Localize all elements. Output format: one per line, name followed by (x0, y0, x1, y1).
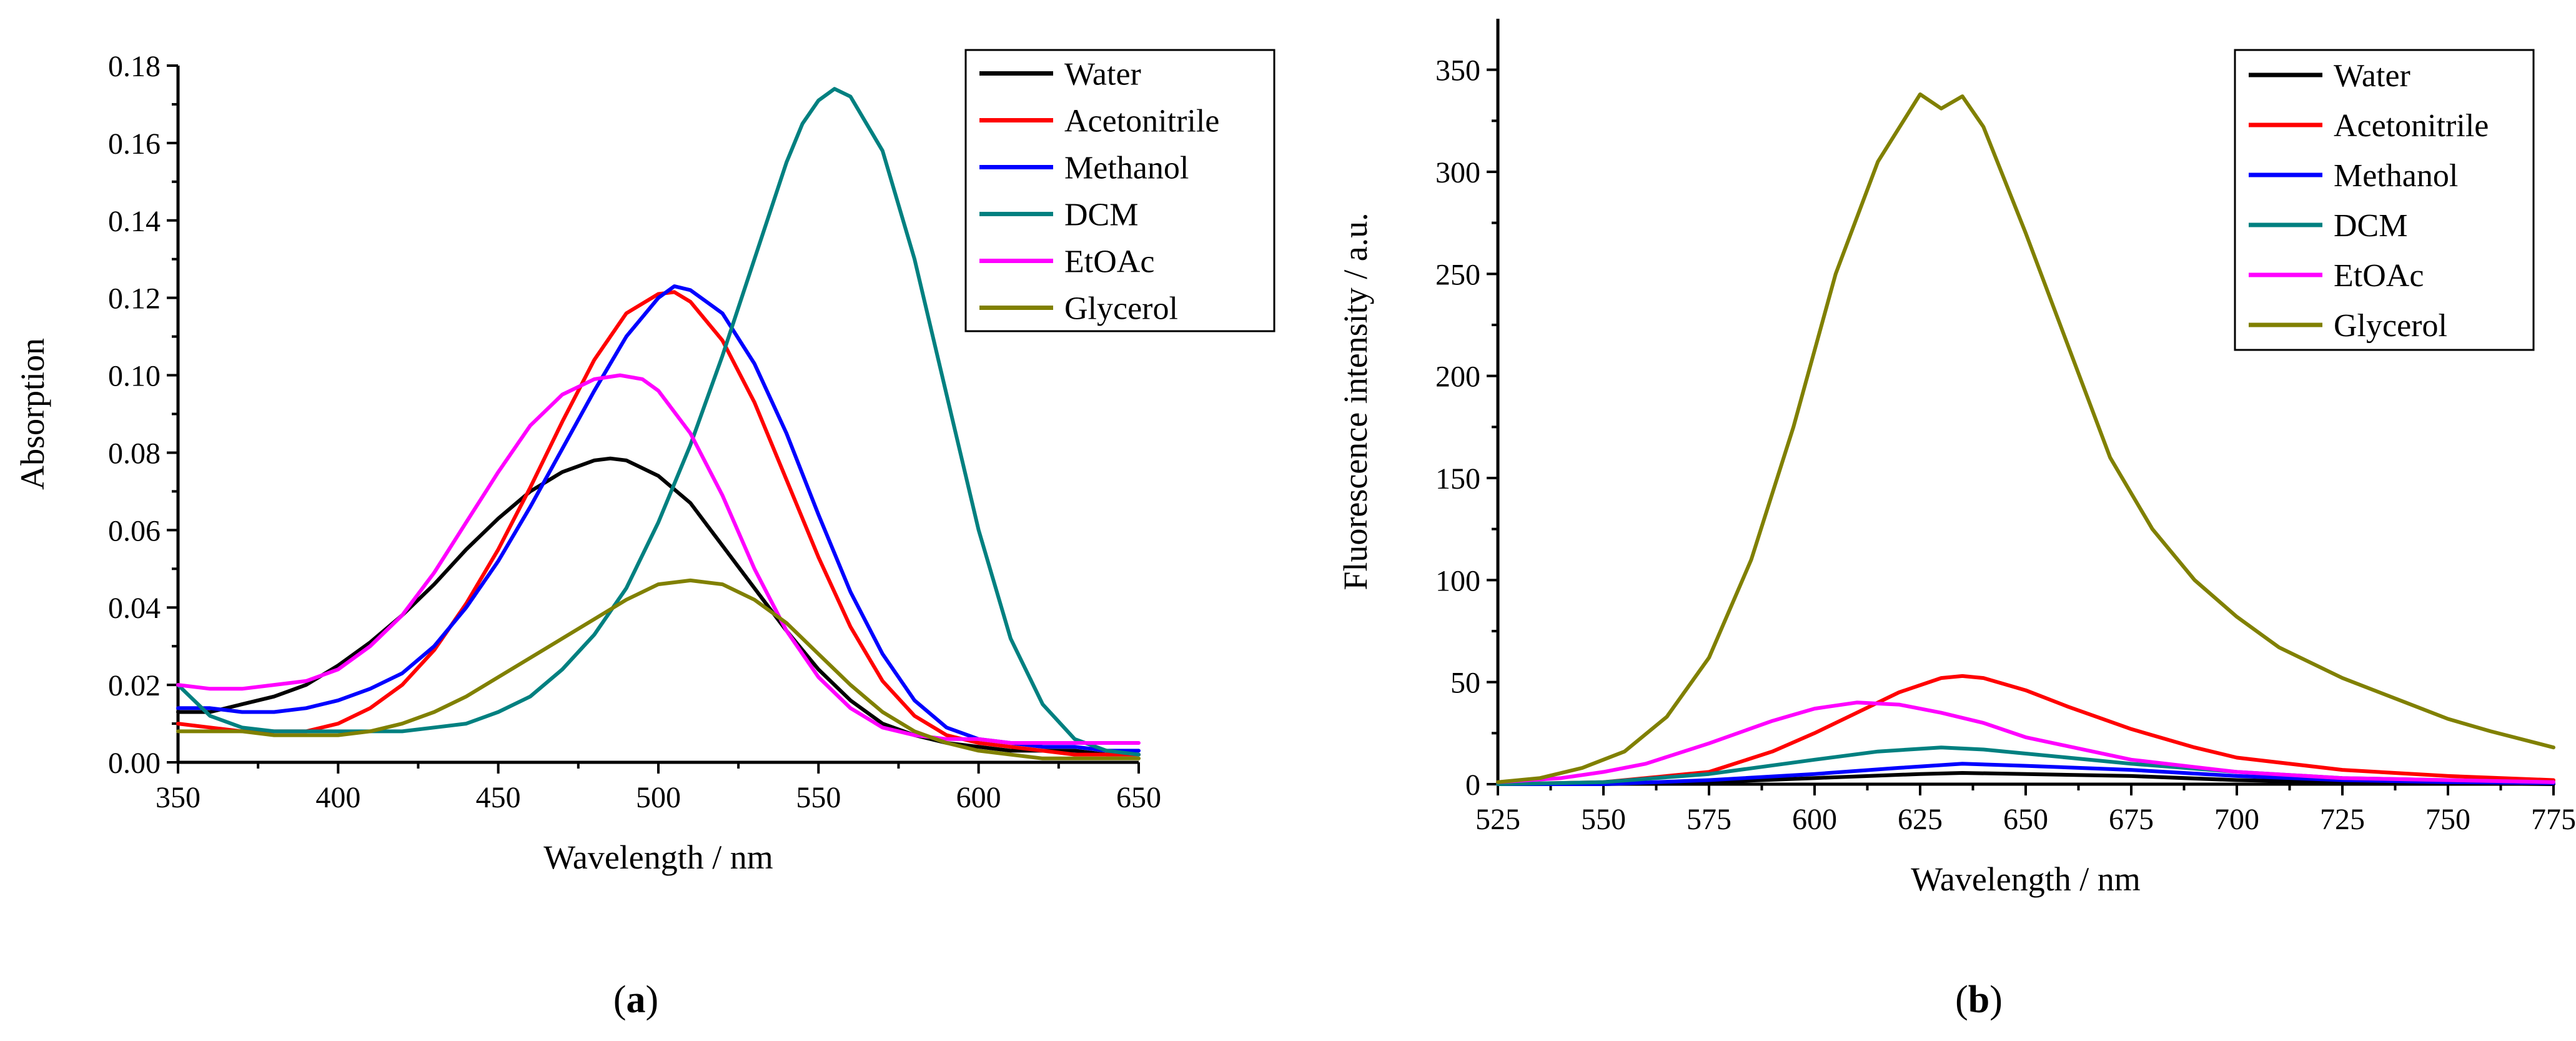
series-line-glycerol (176, 578, 1141, 760)
y-tick-label: 0.00 (108, 747, 161, 780)
y-tick-label: 0 (1465, 769, 1480, 802)
chart-panel-a: 350 400 450 500 550 600 650 0.00 0.02 0.04 0.06 0.0… (14, 49, 1276, 876)
legend-box (2234, 49, 2535, 351)
y-tick-label: 0.18 (108, 50, 161, 83)
legend-label-methanol: Methanol (2334, 158, 2458, 194)
x-tick-label: 600 (1792, 803, 1837, 836)
x-axis-title: Wavelength / nm (543, 839, 773, 876)
x-tick-label: 700 (2214, 803, 2259, 836)
x-tick-label: 675 (2109, 803, 2154, 836)
x-tick-label: 550 (1581, 803, 1626, 836)
x-tick-label: 725 (2320, 803, 2365, 836)
legend-label-dcm: DCM (2334, 208, 2407, 244)
panel-label-a: (a) (613, 979, 658, 1021)
y-tick-label: 50 (1450, 667, 1480, 700)
series-line-dcm (176, 87, 1141, 757)
x-tick-label: 625 (1898, 803, 1943, 836)
y-tick-label: 350 (1435, 54, 1480, 87)
x-tick-label: 400 (315, 781, 360, 814)
y-tick-label: 300 (1435, 156, 1480, 189)
y-axis-title: Absorption (14, 338, 51, 490)
x-tick-label: 775 (2531, 803, 2576, 836)
series-line-methanol (1496, 762, 2555, 786)
legend-label-etoac: EtOAc (2334, 258, 2424, 294)
y-tick-label: 0.12 (108, 282, 161, 316)
legend-label-acetonitrile: Acetonitrile (1064, 104, 1219, 139)
y-tick-label: 150 (1435, 462, 1480, 496)
series-line-acetonitrile (1496, 674, 2555, 786)
legend-label-etoac: EtOAc (1064, 244, 1154, 280)
x-tick-label: 575 (1687, 803, 1731, 836)
x-tick-label: 650 (2003, 803, 2048, 836)
x-tick-label: 500 (636, 781, 681, 814)
x-axis-title: Wavelength / nm (1911, 860, 2141, 898)
y-tick-label: 0.08 (108, 437, 161, 470)
y-tick-label: 0.10 (108, 360, 161, 393)
series-line-water (176, 456, 1141, 757)
y-tick-label: 0.16 (108, 127, 161, 161)
y-tick-label: 200 (1435, 361, 1480, 394)
series-line-etoac (1496, 700, 2555, 784)
legend-label-water: Water (1064, 57, 1141, 92)
x-tick-label: 350 (156, 781, 201, 814)
x-tick-label: 750 (2425, 803, 2470, 836)
legend-label-methanol: Methanol (1064, 151, 1189, 186)
legend-label-glycerol: Glycerol (2334, 308, 2447, 344)
x-tick-label: 600 (956, 781, 1001, 814)
series-line-methanol (176, 284, 1141, 753)
legend-label-glycerol: Glycerol (1064, 291, 1178, 327)
x-tick-label: 525 (1475, 803, 1520, 836)
legend-box (964, 49, 1276, 332)
y-axis-title: Fluorescence intensity / a.u. (1337, 212, 1374, 590)
series-line-etoac (176, 373, 1141, 745)
x-tick-label: 650 (1116, 781, 1161, 814)
panel-label-b: (b) (1955, 979, 2003, 1021)
legend-label-acetonitrile: Acetonitrile (2334, 108, 2489, 144)
x-tick-label: 450 (476, 781, 521, 814)
series-line-glycerol (1496, 92, 2555, 784)
legend-label-dcm: DCM (1064, 197, 1138, 233)
y-tick-label: 0.06 (108, 514, 161, 547)
chart-panel-b: 525 550 575 600 625 650 675 700 725 750 775 0 50 100 1… (1337, 19, 2576, 898)
y-tick-label: 250 (1435, 258, 1480, 291)
y-tick-label: 0.14 (108, 205, 161, 238)
y-tick-label: 100 (1435, 564, 1480, 597)
x-tick-label: 550 (796, 781, 841, 814)
y-tick-label: 0.04 (108, 592, 161, 625)
legend-label-water: Water (2334, 58, 2410, 94)
y-tick-label: 0.02 (108, 669, 161, 702)
